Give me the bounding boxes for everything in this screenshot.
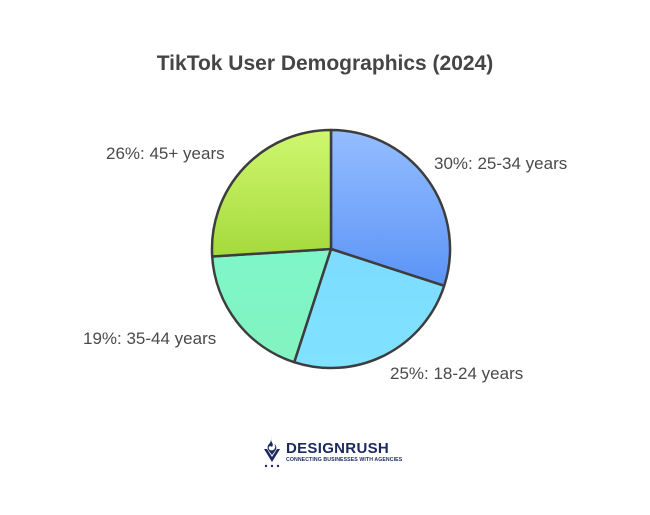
logo-name: DESIGNRUSH (286, 439, 390, 457)
pie-slice-25-34 (329, 128, 452, 288)
designrush-logo: DESIGNRUSH CONNECTING BUSINESSES WITH AG… (262, 436, 402, 468)
slice-label-45-plus: 26%: 45+ years (106, 144, 225, 163)
pie-slice-45-plus (210, 128, 333, 258)
pie-slice-35-44 (210, 247, 333, 364)
slice-label-18-24: 25%: 18-24 years (390, 364, 524, 383)
chart-title: TikTok User Demographics (2024) (156, 52, 494, 75)
slice-label-35-44: 19%: 35-44 years (83, 329, 217, 348)
designrush-flame-icon (264, 437, 280, 468)
slice-label-25-34: 30%: 25-34 years (434, 154, 568, 173)
logo-tagline: CONNECTING BUSINESSES WITH AGENCIES (286, 456, 403, 463)
pie-slice-18-24 (292, 247, 446, 370)
